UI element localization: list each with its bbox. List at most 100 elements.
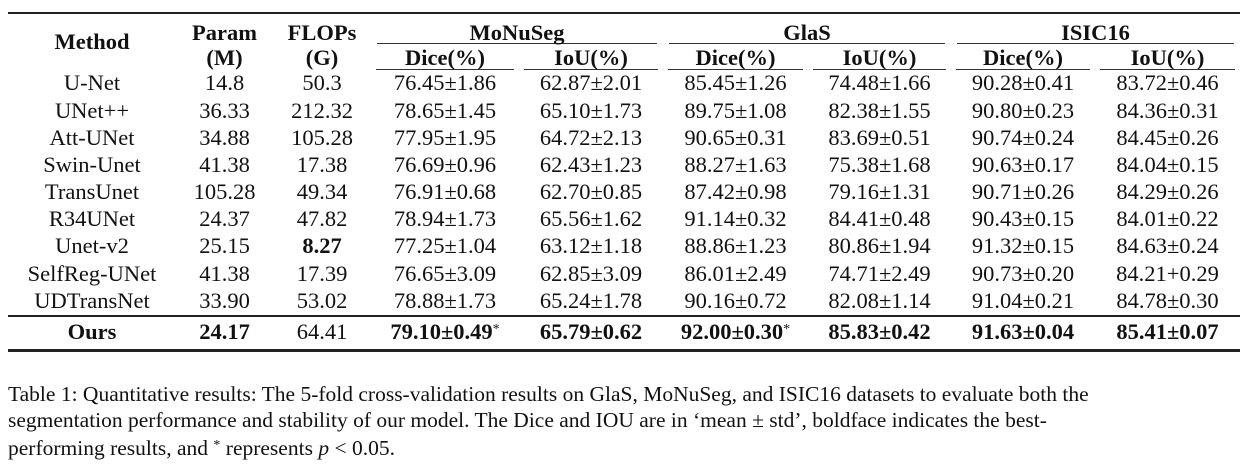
metric-cell: 90.71±0.26 [971, 179, 1075, 205]
sub-header: Dice(%) [371, 44, 519, 70]
table-row: UNet++ 36.33 212.32 78.65±1.45 65.10±1.7… [8, 97, 1240, 124]
metric-cell: 75.38±1.68 [828, 151, 931, 177]
table-row: Swin-Unet 41.38 17.38 76.69±0.96 62.43±1… [8, 152, 1240, 179]
metric-cell: 85.45±1.26 [684, 70, 787, 96]
metric-cell: 90.63±0.17 [971, 151, 1075, 177]
metric-cell: 63.12±1.18 [539, 233, 643, 259]
metric-cell: 84.04±0.15 [1116, 151, 1219, 177]
table-row: U-Net 14.8 50.3 76.45±1.86 62.87±2.01 85… [8, 70, 1240, 97]
metric-cell: 90.74±0.24 [971, 124, 1075, 150]
method-cell: Att-UNet [49, 124, 135, 150]
method-cell: Unet-v2 [55, 233, 129, 259]
ours-method-cell: Ours [8, 314, 176, 352]
flops-cell: 53.02 [296, 287, 348, 313]
metric-cell: 76.91±0.68 [393, 179, 497, 205]
method-cell: U-Net [63, 70, 121, 96]
param-cell: 41.38 [199, 260, 250, 286]
method-cell: Swin-Unet [43, 151, 141, 177]
significance-star: * [213, 438, 221, 453]
metric-cell: 80.86±1.94 [828, 233, 931, 259]
table-row: R34UNet 24.37 47.82 78.94±1.73 65.56±1.6… [8, 206, 1240, 233]
param-unit: (M) [206, 44, 243, 70]
metric-cell: 76.65±3.09 [393, 260, 497, 286]
metric-cell: 62.70±0.85 [539, 179, 643, 205]
sub-header: Dice(%) [663, 44, 808, 70]
ours-row: Ours 24.17 64.41 79.10±0.49* 65.79±0.62 … [8, 314, 1240, 352]
table-row: UDTransNet 33.90 53.02 78.88±1.73 65.24±… [8, 288, 1240, 316]
metric-cell: 90.80±0.23 [971, 97, 1075, 123]
metric-cell: 84.21+0.29 [1116, 260, 1219, 286]
sub-header: Dice(%) [951, 44, 1095, 70]
header-row-1: Method Param FLOPs MoNuSeg GlaS ISIC16 [8, 13, 1240, 53]
metric-cell: 84.29±0.26 [1116, 179, 1219, 205]
metric-cell: 84.45±0.26 [1116, 124, 1219, 150]
metric-cell: 84.78±0.30 [1116, 287, 1219, 313]
metric-cell: 65.10±1.73 [539, 97, 643, 123]
metric-cell: 90.16±0.72 [684, 287, 787, 313]
metric-cell: 91.04±0.21 [971, 287, 1075, 313]
metric-cell: 91.32±0.15 [971, 233, 1075, 259]
flops-cell: 49.34 [296, 179, 348, 205]
ours-metric-cell: 85.41±0.07 [1095, 314, 1240, 352]
flops-cell: 17.39 [296, 260, 348, 286]
metric-cell: 78.88±1.73 [393, 287, 497, 313]
significance-star: * [783, 322, 791, 338]
metric-cell: 77.25±1.04 [393, 233, 497, 259]
metric-cell: 84.41±0.48 [828, 206, 931, 232]
ours-metric-cell: 92.00±0.30* [663, 314, 808, 352]
metric-cell: 83.69±0.51 [828, 124, 931, 150]
flops-cell: 212.32 [291, 97, 353, 123]
metric-cell: 84.36±0.31 [1116, 97, 1219, 123]
param-cell: 36.33 [199, 97, 250, 123]
metric-cell: 84.63±0.24 [1116, 233, 1219, 259]
sub-header: IoU(%) [808, 44, 951, 70]
significance-star: * [492, 322, 500, 338]
monuseg-header: MoNuSeg [371, 13, 663, 44]
metric-cell: 78.94±1.73 [393, 206, 497, 232]
ours-flops-cell: 64.41 [273, 314, 371, 352]
caption-line: Table 1: Quantitative results: The 5-fol… [8, 382, 1089, 406]
sub-header: IoU(%) [519, 44, 663, 70]
caption-line: segmentation performance and stability o… [8, 408, 1047, 432]
table-row: Unet-v2 25.15 8.27 77.25±1.04 63.12±1.18… [8, 233, 1240, 260]
method-cell: UNet++ [54, 97, 130, 123]
metric-cell: 90.73±0.20 [971, 260, 1075, 286]
flops-cell: 50.3 [302, 70, 342, 96]
method-header: Method [54, 28, 130, 54]
header-row-2: (M) (G) Dice(%) IoU(%) Dice(%) IoU(%) Di… [8, 44, 1240, 70]
method-cell: TransUnet [44, 179, 140, 205]
ours-metric-cell: 79.10±0.49* [371, 314, 519, 352]
param-cell: 105.28 [193, 179, 256, 205]
metric-cell: 88.86±1.23 [684, 233, 787, 259]
table-row: SelfReg-UNet 41.38 17.39 76.65±3.09 62.8… [8, 260, 1240, 287]
ours-metric-cell: 65.79±0.62 [519, 314, 663, 352]
metric-cell: 82.38±1.55 [828, 97, 931, 123]
metric-cell: 83.72±0.46 [1116, 70, 1219, 96]
flops-cell-best: 8.27 [302, 233, 342, 259]
flops-unit: (G) [305, 44, 339, 70]
caption-line: performing results, and * represents p <… [8, 436, 395, 460]
metric-cell: 90.65±0.31 [684, 124, 787, 150]
metric-cell: 76.69±0.96 [393, 151, 497, 177]
param-cell: 41.38 [199, 151, 250, 177]
metric-cell: 62.85±3.09 [539, 260, 643, 286]
param-cell: 24.37 [199, 206, 250, 232]
metric-cell: 65.24±1.78 [539, 287, 643, 313]
param-cell: 25.15 [199, 233, 250, 259]
table-row: Att-UNet 34.88 105.28 77.95±1.95 64.72±2… [8, 124, 1240, 151]
table-caption: Table 1: Quantitative results: The 5-fol… [8, 381, 1240, 461]
method-cell: R34UNet [48, 206, 136, 232]
metric-cell: 62.43±1.23 [539, 151, 643, 177]
flops-header: FLOPs [287, 19, 357, 45]
flops-cell: 47.82 [296, 206, 348, 232]
ours-metric-cell: 91.63±0.04 [951, 314, 1095, 352]
metric-cell: 77.95±1.95 [393, 124, 497, 150]
sub-header: IoU(%) [1095, 44, 1240, 70]
metric-cell: 89.75±1.08 [684, 97, 787, 123]
metric-cell: 74.71±2.49 [828, 260, 931, 286]
table-row: TransUnet 105.28 49.34 76.91±0.68 62.70±… [8, 179, 1240, 206]
metric-cell: 90.28±0.41 [971, 70, 1075, 96]
metric-cell: 87.42±0.98 [684, 179, 787, 205]
metric-cell: 76.45±1.86 [393, 70, 497, 96]
